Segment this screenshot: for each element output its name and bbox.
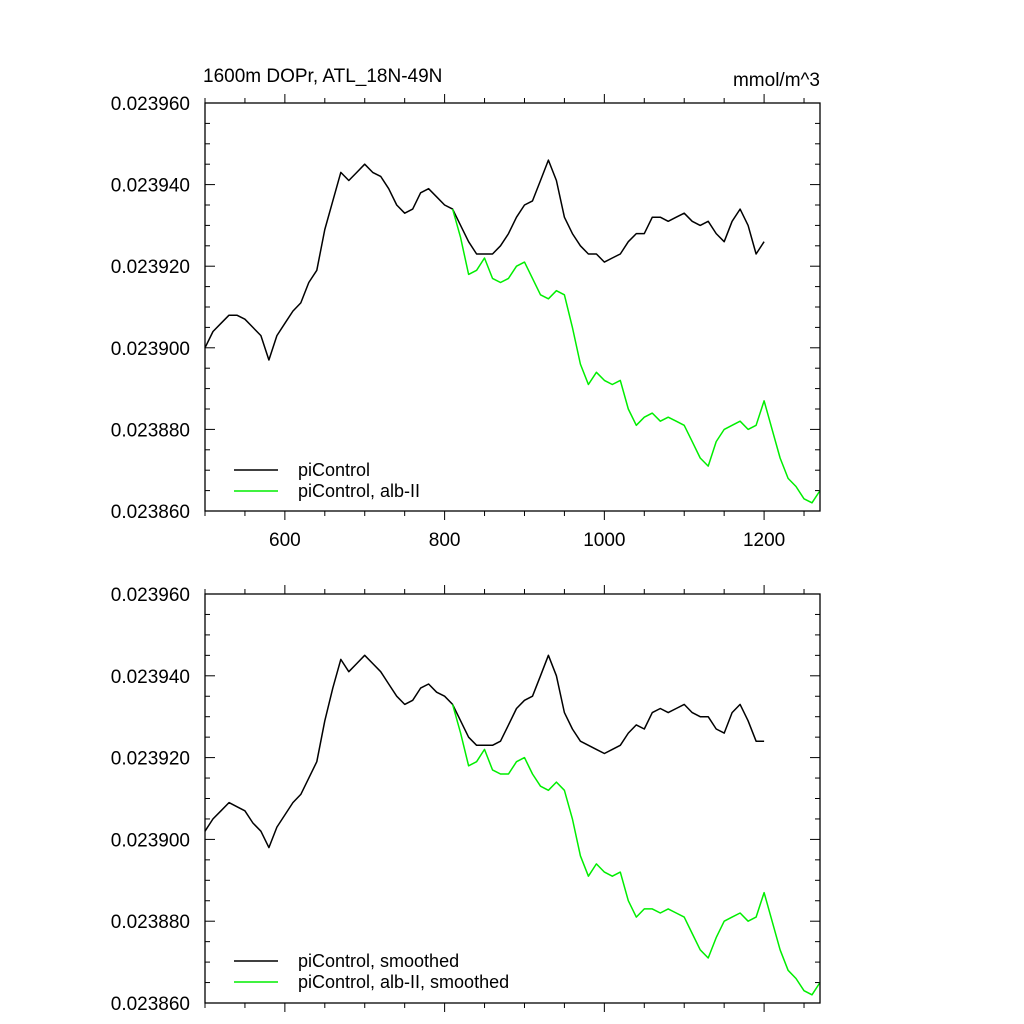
plot-frame [204, 593, 821, 1004]
chart-title: 1600m DOPr, ATL_18N-49N [203, 66, 442, 87]
y-tick-label: 0.023960 [111, 94, 190, 115]
top-panel: 1600m DOPr, ATL_18N-49N mmol/m^3 0.02386… [111, 66, 821, 551]
y-tick-label: 0.023880 [111, 420, 190, 441]
y-tick-label: 0.023860 [111, 502, 190, 523]
legend-label-alb-ii-smoothed: piControl, alb-II, smoothed [298, 972, 509, 992]
y-tick-label: 0.023920 [111, 749, 190, 770]
legend: piControl, smoothed piControl, alb-II, s… [234, 951, 509, 992]
bottom-panel: 0.023860 0.023880 0.023900 0.023920 0.023940… [111, 585, 821, 1015]
series-line-picontrol-alb-ii [451, 208, 821, 504]
x-tick-label: 800 [429, 530, 461, 551]
x-tick-label: 1000 [583, 530, 625, 551]
series-layer [204, 654, 821, 996]
y-tick-label: 0.023860 [111, 994, 190, 1015]
series-line-picontrol-smoothed [204, 654, 765, 849]
legend-label-picontrol: piControl [298, 460, 370, 480]
series-layer [204, 159, 821, 504]
legend-label-picontrol-smoothed: piControl, smoothed [298, 951, 459, 971]
series-line-picontrol [204, 159, 765, 361]
y-tick-label: 0.023900 [111, 830, 190, 851]
tick-layer: 0.023860 0.023880 0.023900 0.023920 0.023940… [111, 585, 820, 1015]
y-tick-label: 0.023920 [111, 257, 190, 278]
legend-label-alb-ii: piControl, alb-II [298, 481, 420, 501]
plot-frame [204, 102, 821, 512]
y-tick-label: 0.023900 [111, 339, 190, 360]
x-tick-label: 600 [269, 530, 301, 551]
y-tick-label: 0.023960 [111, 585, 190, 606]
y-tick-label: 0.023940 [111, 176, 190, 197]
y-tick-label: 0.023940 [111, 667, 190, 688]
legend: piControl piControl, alb-II [234, 460, 420, 501]
units-label: mmol/m^3 [733, 70, 820, 91]
series-line-picontrol-alb-ii-smoothed [451, 704, 821, 996]
tick-layer: 0.023860 0.023880 0.023900 0.023920 0.023940… [111, 94, 820, 551]
y-tick-label: 0.023880 [111, 912, 190, 933]
x-tick-label: 1200 [743, 530, 785, 551]
